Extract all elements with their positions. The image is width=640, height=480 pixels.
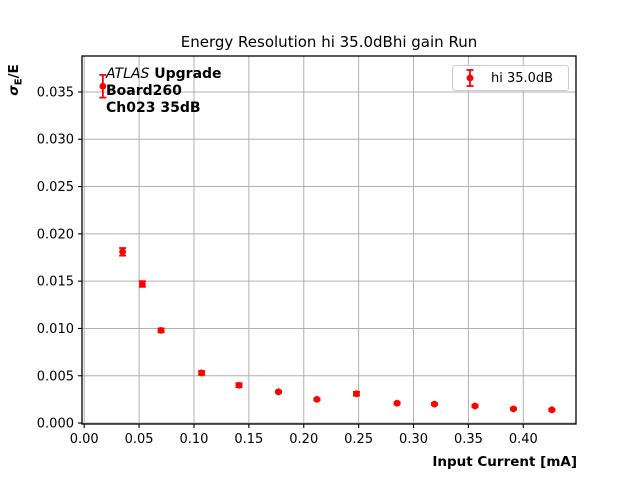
x-tick-label: 0.05 <box>125 432 154 447</box>
data-point <box>235 381 243 389</box>
x-tick-label: 0.15 <box>234 432 263 447</box>
y-tick-label: 0.005 <box>37 369 74 384</box>
x-tick-label: 0.10 <box>179 432 208 447</box>
x-tick-label: 0.25 <box>344 432 373 447</box>
data-point <box>119 248 127 256</box>
y-tick-label: 0.035 <box>37 85 74 100</box>
data-point <box>275 388 282 396</box>
ylabel-rest: /E <box>6 64 22 79</box>
data-point <box>548 406 556 414</box>
y-axis-label: σE/E <box>6 35 25 125</box>
x-tick-label: 0.35 <box>454 432 483 447</box>
data-point <box>510 405 517 413</box>
legend: hi 35.0dB <box>452 65 569 91</box>
annotation-line-2: Board260 <box>106 83 182 99</box>
sigma-subscript: E <box>13 78 25 86</box>
data-point <box>138 280 146 288</box>
data-point <box>198 369 206 377</box>
y-tick-label: 0.030 <box>37 133 74 148</box>
data-point <box>99 82 107 90</box>
legend-marker-dot <box>466 74 474 82</box>
annotation: ATLAS Upgrade Board260 Ch023 35dB <box>106 66 222 117</box>
x-axis-label: Input Current [mA] <box>432 454 577 470</box>
y-tick-label: 0.020 <box>37 227 74 242</box>
y-tick-label: 0.015 <box>37 275 74 290</box>
data-point <box>313 396 321 403</box>
annotation-upgrade: Upgrade <box>149 66 222 82</box>
x-tick-label: 0.30 <box>399 432 428 447</box>
y-tick-label: 0.010 <box>37 322 74 337</box>
annotation-atlas: ATLAS <box>106 66 150 82</box>
data-point <box>471 402 479 410</box>
annotation-line-3: Ch023 35dB <box>106 100 201 116</box>
data-point <box>430 400 438 408</box>
annotation-line-1: ATLAS Upgrade <box>106 66 222 83</box>
chart-title: Energy Resolution hi 35.0dBhi gain Run <box>180 33 478 51</box>
sigma-symbol: σ <box>6 85 22 96</box>
legend-label: hi 35.0dB <box>491 70 554 86</box>
x-tick-label: 0.00 <box>70 432 99 447</box>
data-point <box>157 326 165 334</box>
axes-spines <box>81 55 577 425</box>
data-point <box>353 390 360 398</box>
x-tick-label: 0.40 <box>509 432 538 447</box>
y-tick-label: 0.000 <box>37 417 74 432</box>
data-point <box>393 399 401 407</box>
errorbar-marker-icon <box>466 69 474 87</box>
x-tick-label: 0.20 <box>289 432 318 447</box>
y-tick-label: 0.025 <box>37 180 74 195</box>
